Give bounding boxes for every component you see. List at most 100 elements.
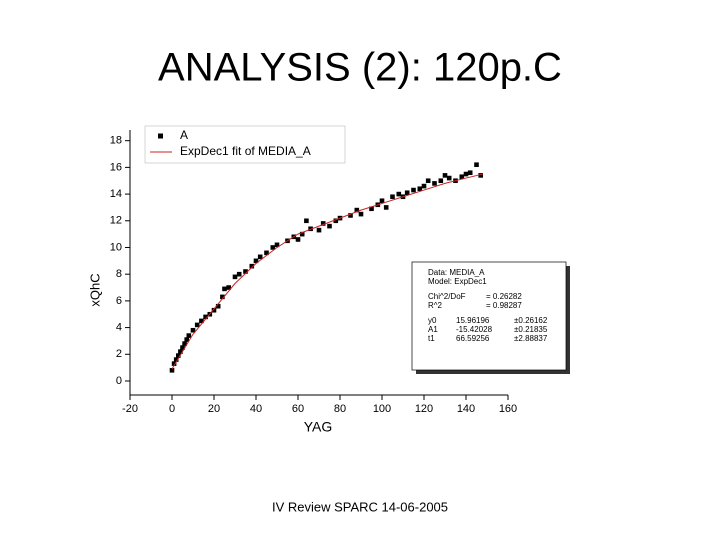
- data-point: [169, 368, 175, 373]
- data-point: [316, 227, 322, 233]
- data-point: [199, 318, 204, 324]
- x-tick-label: 120: [415, 403, 433, 415]
- data-point: [425, 178, 431, 184]
- data-point: [295, 237, 301, 242]
- data-point: [249, 263, 255, 269]
- data-point: [348, 213, 353, 218]
- data-point: [369, 206, 374, 212]
- info-stat-name: R^2: [428, 301, 443, 310]
- y-tick-label: 8: [116, 268, 122, 280]
- data-point: [243, 269, 248, 274]
- y-tick-label: 18: [110, 135, 122, 147]
- data-point: [417, 186, 423, 192]
- data-point: [327, 223, 332, 229]
- info-param-error: ±0.26162: [514, 316, 548, 325]
- info-line: Model: ExpDec1: [428, 277, 487, 286]
- slide-title: ANALYSIS (2): 120p.C: [158, 46, 562, 90]
- data-point: [180, 345, 185, 350]
- x-tick-label: 60: [292, 403, 304, 415]
- data-point: [203, 314, 208, 320]
- data-point: [257, 254, 263, 260]
- data-point: [264, 250, 269, 256]
- data-point: [222, 286, 227, 292]
- fit-line: [171, 173, 483, 370]
- x-tick-label: 40: [250, 403, 262, 415]
- x-tick-label: 160: [499, 403, 517, 415]
- info-stat-value: = 0.98287: [486, 301, 522, 310]
- data-point: [171, 361, 177, 366]
- legend-label: A: [180, 128, 188, 142]
- data-point: [253, 258, 259, 264]
- y-tick-label: 2: [116, 348, 122, 360]
- data-point: [190, 327, 196, 333]
- data-point: [215, 303, 221, 309]
- data-point: [194, 322, 200, 328]
- x-axis-label: YAG: [304, 419, 333, 435]
- x-tick-label: 140: [457, 403, 475, 415]
- data-point: [274, 242, 280, 248]
- data-point: [232, 274, 238, 280]
- data-point: [173, 357, 179, 362]
- data-point: [178, 349, 183, 354]
- data-point: [379, 198, 385, 204]
- data-point: [411, 187, 416, 193]
- data-point: [184, 337, 189, 342]
- info-stat-value: = 0.26282: [486, 292, 522, 301]
- data-point: [390, 194, 395, 200]
- y-tick-label: 14: [110, 188, 122, 200]
- data-point: [270, 245, 276, 250]
- y-tick-label: 0: [116, 375, 122, 387]
- info-stat-name: Chi^2/DoF: [428, 292, 466, 301]
- data-point: [176, 353, 181, 358]
- data-point: [421, 183, 427, 189]
- data-point: [446, 175, 452, 181]
- data-point: [320, 221, 326, 226]
- x-tick-label: 80: [334, 403, 346, 415]
- y-tick-label: 6: [116, 295, 122, 307]
- data-point: [236, 271, 242, 277]
- data-point: [396, 191, 402, 197]
- y-tick-label: 4: [116, 321, 122, 333]
- data-point: [182, 341, 187, 346]
- info-param-value: 66.59256: [456, 334, 490, 343]
- info-param-value: -15.42028: [456, 325, 493, 334]
- data-point: [354, 207, 360, 213]
- info-param-error: ±0.21835: [514, 325, 548, 334]
- x-tick-label: 0: [169, 403, 175, 415]
- footer: IV Review SPARC 14-06-2005: [272, 499, 448, 514]
- y-tick-label: 12: [110, 215, 122, 227]
- info-param-name: t1: [428, 334, 435, 343]
- x-tick-label: 20: [208, 403, 220, 415]
- data-point: [467, 170, 473, 176]
- info-box: [411, 261, 567, 371]
- info-param-name: y0: [428, 316, 437, 325]
- data-point: [383, 205, 389, 210]
- data-point: [442, 173, 448, 178]
- y-tick-label: 10: [110, 241, 122, 253]
- data-point: [358, 211, 364, 217]
- data-point: [333, 218, 339, 224]
- legend-label: ExpDec1 fit of MEDIA_A: [180, 144, 311, 158]
- data-point: [211, 307, 217, 313]
- data-point: [474, 162, 479, 168]
- data-point: [299, 231, 305, 237]
- x-tick-label: -20: [122, 403, 138, 415]
- x-tick-label: 100: [373, 403, 391, 415]
- data-point: [186, 333, 192, 338]
- data-point: [432, 181, 437, 186]
- legend-box: [144, 125, 346, 164]
- data-point: [438, 178, 444, 184]
- data-point: [304, 218, 309, 224]
- info-param-value: 15.96196: [456, 316, 490, 325]
- data-point: [463, 171, 469, 177]
- legend-marker: [158, 133, 163, 139]
- y-tick-label: 16: [110, 161, 122, 173]
- data-point: [220, 294, 225, 300]
- data-point: [226, 285, 231, 290]
- data-point: [459, 174, 465, 180]
- data-point: [478, 173, 483, 178]
- info-param-name: A1: [428, 325, 438, 334]
- y-axis-label: xQhC: [87, 273, 102, 306]
